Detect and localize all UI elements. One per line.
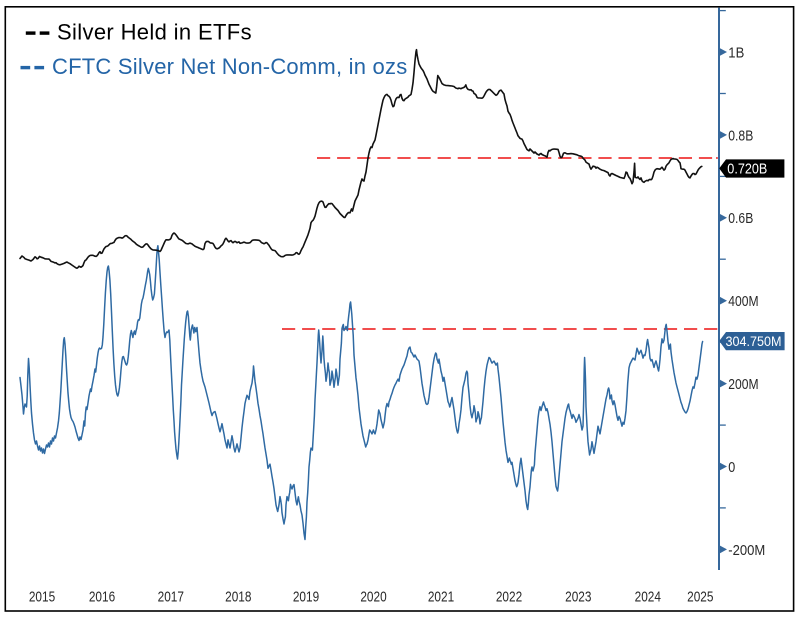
svg-text:2016: 2016 xyxy=(89,589,115,606)
svg-text:0.6B: 0.6B xyxy=(728,210,753,227)
svg-text:1B: 1B xyxy=(728,44,744,61)
svg-text:2018: 2018 xyxy=(225,589,251,606)
svg-text:2015: 2015 xyxy=(29,589,55,606)
svg-text:2024: 2024 xyxy=(635,589,661,606)
svg-text:2022: 2022 xyxy=(496,589,522,606)
svg-text:2020: 2020 xyxy=(360,589,386,606)
svg-text:2025: 2025 xyxy=(687,589,713,606)
svg-text:0: 0 xyxy=(728,459,735,476)
svg-text:400M: 400M xyxy=(728,293,758,310)
svg-text:Silver Held in ETFs: Silver Held in ETFs xyxy=(57,19,252,44)
svg-text:0.8B: 0.8B xyxy=(728,127,753,144)
svg-text:200M: 200M xyxy=(728,376,758,393)
svg-text:2023: 2023 xyxy=(565,589,591,606)
svg-text:304.750M: 304.750M xyxy=(726,334,782,350)
svg-text:-200M: -200M xyxy=(728,542,765,559)
svg-text:2017: 2017 xyxy=(158,589,184,606)
svg-text:CFTC Silver Net Non-Comm, in o: CFTC Silver Net Non-Comm, in ozs xyxy=(52,54,407,79)
svg-text:0.720B: 0.720B xyxy=(727,161,767,178)
svg-text:2021: 2021 xyxy=(428,589,454,606)
svg-text:2019: 2019 xyxy=(293,589,319,606)
